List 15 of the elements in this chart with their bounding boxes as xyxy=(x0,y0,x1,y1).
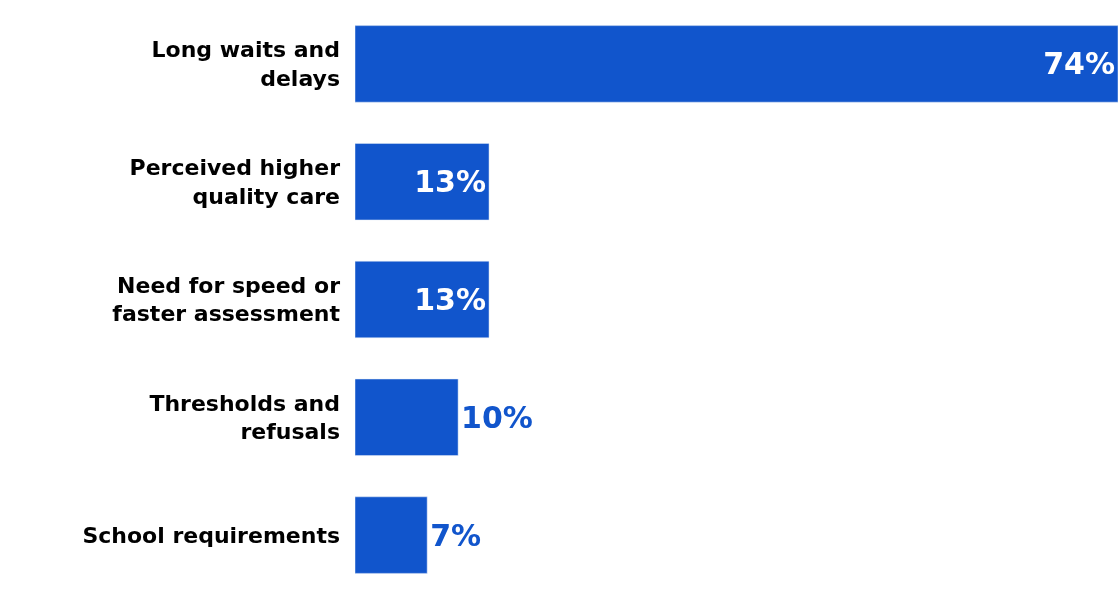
bar xyxy=(355,25,1118,103)
data-label: 13% xyxy=(414,282,487,317)
bar xyxy=(355,378,459,456)
y-tick-label: Need for speed or faster assessment xyxy=(112,272,341,327)
bar xyxy=(355,260,490,339)
data-label: 10% xyxy=(461,399,533,435)
data-label: 13% xyxy=(414,164,487,200)
y-tick-label: Perceived higher quality care xyxy=(129,155,341,209)
data-label: 7% xyxy=(430,517,482,553)
y-tick-label: Thresholds and refusals xyxy=(149,390,340,445)
bar xyxy=(355,143,490,221)
y-tick-label: School requirements xyxy=(82,522,340,548)
data-label: 74% xyxy=(1043,46,1115,82)
y-tick-label: Long waits and delays xyxy=(151,37,340,91)
bar xyxy=(355,496,428,574)
